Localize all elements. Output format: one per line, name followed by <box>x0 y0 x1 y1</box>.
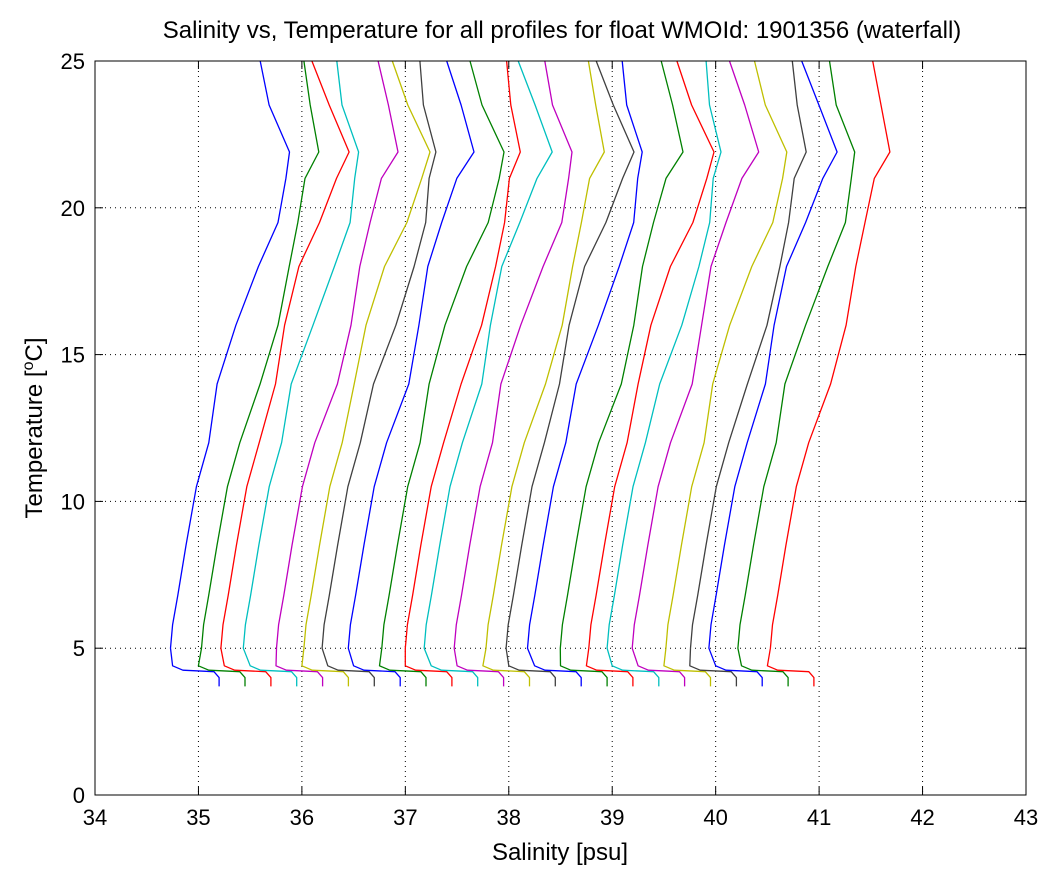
y-axis-label-tail: C] <box>21 338 48 362</box>
profile-line <box>220 60 350 687</box>
profile-line <box>301 60 431 687</box>
y-tick-label: 10 <box>61 489 85 514</box>
profile-line <box>275 60 399 687</box>
y-tick-label: 0 <box>73 783 85 808</box>
profile-line <box>482 60 605 687</box>
grid-lines <box>95 61 1026 795</box>
profile-line <box>423 60 553 687</box>
profile-line <box>663 60 788 687</box>
y-tick-label: 20 <box>61 196 85 221</box>
profile-line <box>631 60 760 687</box>
profile-line <box>347 60 475 687</box>
profile-line <box>737 60 856 687</box>
profile-line <box>197 60 320 687</box>
x-tick-label: 41 <box>807 805 831 830</box>
y-axis-label-main: Temperature [ <box>21 370 48 518</box>
profile-line <box>606 60 722 687</box>
y-tick-label: 25 <box>61 49 85 74</box>
profile-line <box>766 60 891 687</box>
profile-line <box>169 60 291 687</box>
profile-line <box>453 60 573 687</box>
profile-line <box>242 60 360 687</box>
profile-series <box>169 60 891 687</box>
y-tick-label: 5 <box>73 636 85 661</box>
profile-line <box>708 60 838 687</box>
profile-line <box>404 60 521 687</box>
x-tick-label: 39 <box>600 805 624 830</box>
y-tick-label: 15 <box>61 343 85 368</box>
x-tick-label: 36 <box>290 805 314 830</box>
x-tick-label: 43 <box>1014 805 1038 830</box>
x-tick-label: 34 <box>83 805 107 830</box>
x-tick-label: 38 <box>497 805 521 830</box>
y-axis-label: Temperature [oC] <box>20 338 48 519</box>
plot-frame <box>94 60 1027 796</box>
profile-line <box>559 60 684 687</box>
x-tick-label: 42 <box>910 805 934 830</box>
profile-line <box>505 60 635 687</box>
profile-line <box>689 60 807 687</box>
axis-ticks: 34 35 36 37 38 39 40 41 42 43 0 5 10 15 20 25 <box>61 49 1039 830</box>
plot-area <box>95 61 1026 795</box>
y-axis-label-sup: o <box>20 361 37 370</box>
x-tick-label: 37 <box>393 805 417 830</box>
profile-line <box>321 60 437 687</box>
x-axis-label: Salinity [psu] <box>492 839 628 866</box>
profile-line <box>526 60 643 687</box>
profile-line <box>585 60 715 687</box>
chart-title: Salinity vs, Temperature for all profile… <box>163 17 962 44</box>
profile-line <box>378 60 505 687</box>
x-tick-label: 35 <box>186 805 210 830</box>
x-tick-label: 40 <box>703 805 727 830</box>
